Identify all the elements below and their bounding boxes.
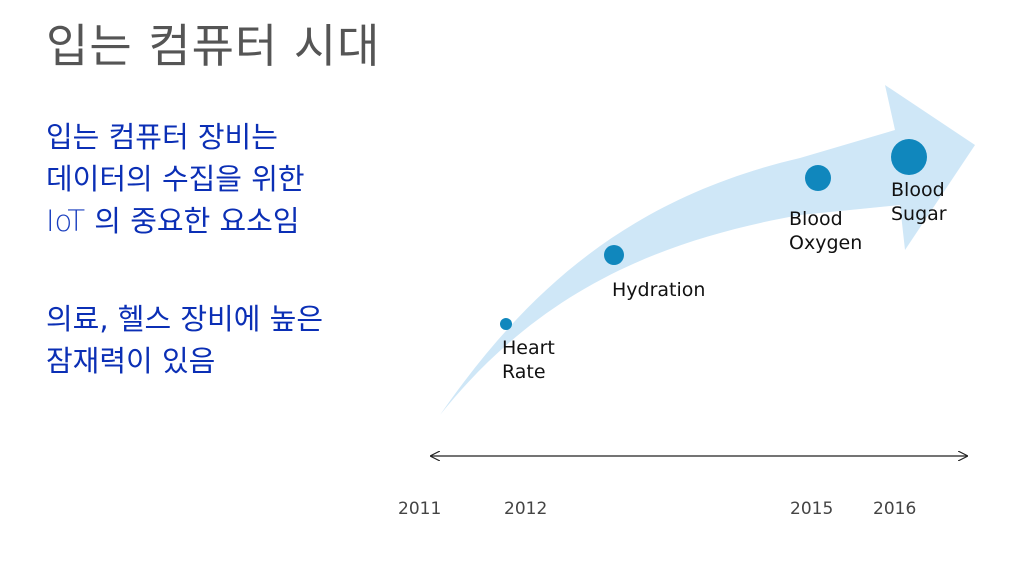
- milestone-label-heart-rate: Heart Rate: [502, 336, 555, 384]
- iot-term: IoT: [46, 204, 86, 238]
- marker-hydration: [604, 245, 624, 265]
- milestone-label-line: Sugar: [891, 203, 947, 225]
- year-label: 2011: [398, 499, 442, 519]
- milestone-label-hydration: Hydration: [612, 278, 705, 302]
- bullet-healthcare-potential: 의료, 헬스 장비에 높은 잠재력이 있음: [46, 298, 323, 382]
- slide-title: 입는 컴퓨터 시대: [46, 19, 381, 73]
- milestone-label-blood-sugar: Blood Sugar: [891, 178, 947, 226]
- bullet-wearable-iot: 입는 컴퓨터 장비는 데이터의 수집을 위한 IoT 의 중요한 요소임: [46, 116, 305, 242]
- marker-blood-sugar: [891, 139, 927, 175]
- milestone-label-line: Rate: [502, 361, 546, 383]
- year-label: 2016: [873, 499, 917, 519]
- year-label: 2015: [790, 499, 834, 519]
- milestone-label-line: Heart: [502, 337, 555, 359]
- milestone-label-line: Blood: [891, 179, 945, 201]
- bullet-line: IoT 의 중요한 요소임: [46, 200, 305, 242]
- milestone-label-blood-oxygen: Blood Oxygen: [789, 207, 862, 255]
- bullet-line: 데이터의 수집을 위한: [46, 162, 305, 196]
- marker-heart-rate: [500, 318, 512, 330]
- year-label: 2012: [504, 499, 548, 519]
- bullet-line: 잠재력이 있음: [46, 344, 216, 378]
- bullet-line: 의료, 헬스 장비에 높은: [46, 302, 323, 336]
- milestone-label-line: Oxygen: [789, 232, 863, 254]
- growth-arrow: [440, 85, 975, 415]
- marker-blood-oxygen: [805, 165, 831, 191]
- bullet-line-rest: 의 중요한 요소임: [85, 204, 300, 238]
- bullet-line: 입는 컴퓨터 장비는: [46, 120, 278, 154]
- milestone-label-line: Blood: [789, 208, 843, 230]
- milestone-label-line: Hydration: [612, 279, 706, 301]
